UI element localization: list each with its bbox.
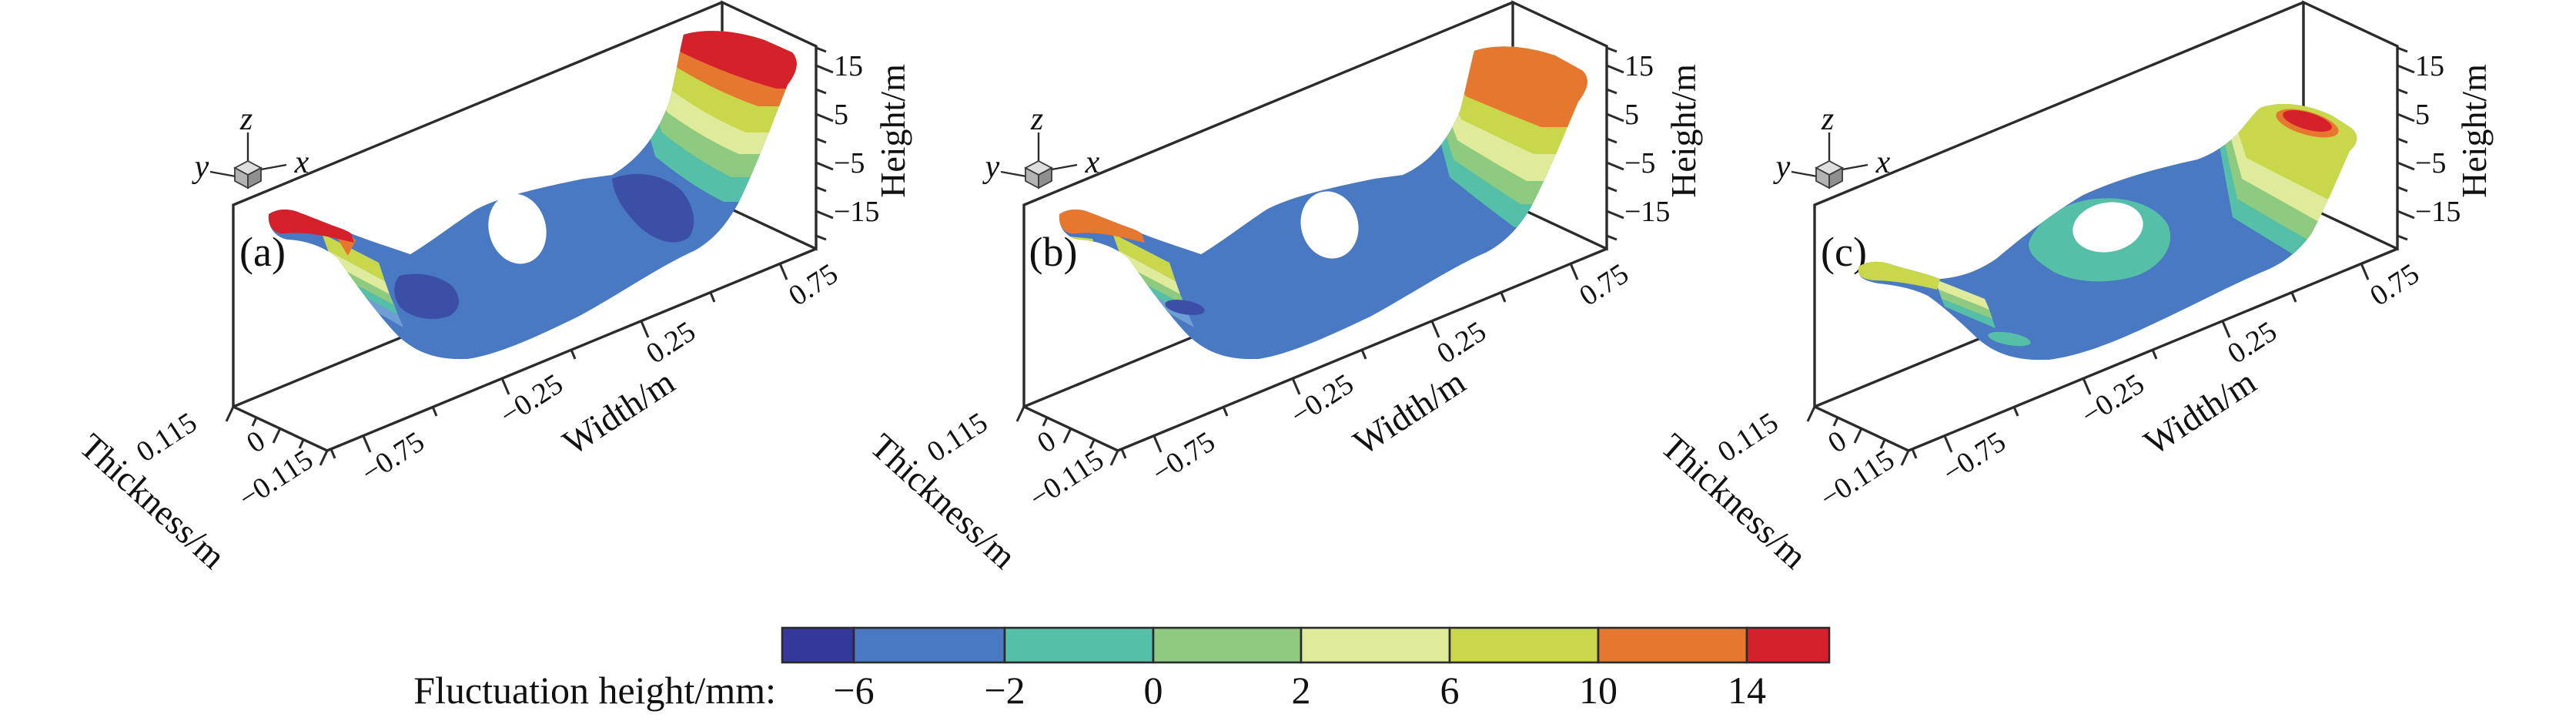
tip-band-pale bbox=[328, 250, 390, 294]
height-tick-m5: −5 bbox=[1624, 147, 1655, 179]
climb-band-pale bbox=[2190, 104, 2357, 222]
bend-dark-patch bbox=[612, 173, 694, 243]
colorbar-title: Fluctuation height/mm: bbox=[413, 669, 776, 712]
triad-x-label: x bbox=[294, 145, 309, 180]
colorbar-segment-4 bbox=[1152, 626, 1303, 664]
width-tick-3: 0.25 bbox=[1431, 315, 1492, 370]
surface-sheet-a bbox=[268, 31, 797, 360]
climb-cap-orange bbox=[1399, 46, 1587, 127]
triad-x-label: x bbox=[1085, 145, 1100, 180]
panel-b: z y x (b) 15 5 −5 −15 Height/m −0.75 −0.… bbox=[863, 1, 1703, 576]
colorbar-tick-2: −2 bbox=[984, 669, 1025, 712]
width-axis-title: Width/m bbox=[2137, 361, 2263, 462]
thickness-tick-3: −0.115 bbox=[1024, 444, 1109, 515]
height-tick-15: 15 bbox=[2415, 50, 2444, 82]
thickness-tick-1: 0.115 bbox=[922, 406, 993, 468]
tip-band-teal bbox=[1942, 299, 1996, 328]
tip-band-pale bbox=[1934, 279, 1989, 310]
height-tick-15: 15 bbox=[834, 50, 863, 82]
valley-dark-patch bbox=[394, 273, 459, 320]
valley-dark-sliver bbox=[1165, 300, 1205, 315]
height-axis-title: Height/m bbox=[873, 64, 912, 198]
width-tick-4: 0.75 bbox=[783, 257, 844, 312]
triad-y-label: y bbox=[1773, 149, 1791, 185]
height-tick-5: 5 bbox=[834, 99, 848, 131]
height-tick-15: 15 bbox=[1624, 50, 1654, 82]
height-axis-title: Height/m bbox=[1664, 64, 1703, 198]
colorbar-segment-8 bbox=[1745, 626, 1831, 664]
colorbar-tick-4: 2 bbox=[1292, 669, 1311, 712]
thickness-tick-2: 0 bbox=[1032, 424, 1062, 460]
height-tick-m5: −5 bbox=[834, 147, 865, 179]
height-tick-m15: −15 bbox=[834, 196, 879, 228]
sheet-hole bbox=[1300, 191, 1359, 259]
triad-y-label: y bbox=[982, 149, 1000, 185]
height-tick-5: 5 bbox=[2415, 99, 2430, 131]
panel-letter: (a) bbox=[239, 229, 286, 275]
sheet-hole bbox=[488, 193, 547, 264]
triad-y-label: y bbox=[192, 149, 209, 185]
triad-x-label: x bbox=[1875, 145, 1891, 180]
tip-cap-orange bbox=[1059, 209, 1145, 243]
colorbar-segment-1 bbox=[781, 626, 855, 664]
surface-sheet-b bbox=[1059, 46, 1587, 360]
colorbar-tick-1: −6 bbox=[833, 669, 874, 712]
colorbar-segment-3 bbox=[1003, 626, 1155, 664]
colorbar-segment-5 bbox=[1300, 626, 1451, 664]
thickness-tick-3: −0.115 bbox=[233, 444, 319, 515]
colorbar-tick-3: 0 bbox=[1144, 669, 1163, 712]
thickness-tick-2: 0 bbox=[1822, 424, 1852, 460]
tip-band-green bbox=[1939, 290, 1992, 319]
colorbar-tick-5: 6 bbox=[1440, 669, 1460, 712]
climb-cap-yellow bbox=[2190, 104, 2357, 199]
triad-z-label: z bbox=[1030, 102, 1043, 137]
tip-cap-red bbox=[268, 209, 354, 243]
tip-band-pale bbox=[1119, 250, 1180, 294]
height-tick-m15: −15 bbox=[1624, 196, 1670, 228]
thickness-tick-2: 0 bbox=[241, 424, 271, 460]
colorbar-tick-7: 14 bbox=[1728, 669, 1766, 712]
height-axis-title: Height/m bbox=[2454, 64, 2494, 198]
width-tick-4: 0.75 bbox=[1574, 257, 1634, 312]
triad-z-label: z bbox=[239, 102, 253, 137]
width-tick-3: 0.25 bbox=[2222, 315, 2283, 370]
tip-band-yellow bbox=[1112, 233, 1176, 281]
colorbar: Fluctuation height/mm: −6 −2 0 2 6 10 14 bbox=[413, 626, 1831, 712]
panel-c: z y x (c) 15 5 −5 −15 Height/m −0.75 −0.… bbox=[1654, 1, 2494, 576]
sheet-hole bbox=[2073, 202, 2143, 253]
panel-a: z y x (a) 15 5 −5 −15 Height/m −0 bbox=[72, 1, 912, 576]
tip-cap-yellow bbox=[1858, 261, 1940, 290]
valley-teal-sliver bbox=[1988, 331, 2031, 347]
colorbar-segment-2 bbox=[852, 626, 1006, 664]
panel-letter: (b) bbox=[1029, 229, 1078, 275]
height-tick-5: 5 bbox=[1624, 99, 1639, 131]
surface-sheet-c bbox=[1858, 104, 2357, 360]
climb-cap-red bbox=[608, 31, 797, 89]
triad-z-label: z bbox=[1821, 102, 1834, 137]
width-tick-4: 0.75 bbox=[2364, 257, 2425, 312]
tip-band-yellow bbox=[322, 233, 385, 281]
colorbar-tick-6: 10 bbox=[1579, 669, 1618, 712]
thickness-tick-1: 0.115 bbox=[1712, 406, 1784, 468]
height-tick-m5: −5 bbox=[2415, 147, 2446, 179]
width-axis-title: Width/m bbox=[1347, 361, 1473, 462]
width-axis-title: Width/m bbox=[556, 361, 682, 462]
thickness-tick-3: −0.115 bbox=[1815, 444, 1900, 515]
colorbar-segment-7 bbox=[1597, 626, 1748, 664]
height-tick-m15: −15 bbox=[2415, 196, 2461, 228]
thickness-tick-1: 0.115 bbox=[131, 406, 202, 468]
cap-spot-red bbox=[2283, 110, 2332, 132]
width-tick-3: 0.25 bbox=[641, 315, 701, 370]
colorbar-segment-6 bbox=[1448, 626, 1600, 664]
